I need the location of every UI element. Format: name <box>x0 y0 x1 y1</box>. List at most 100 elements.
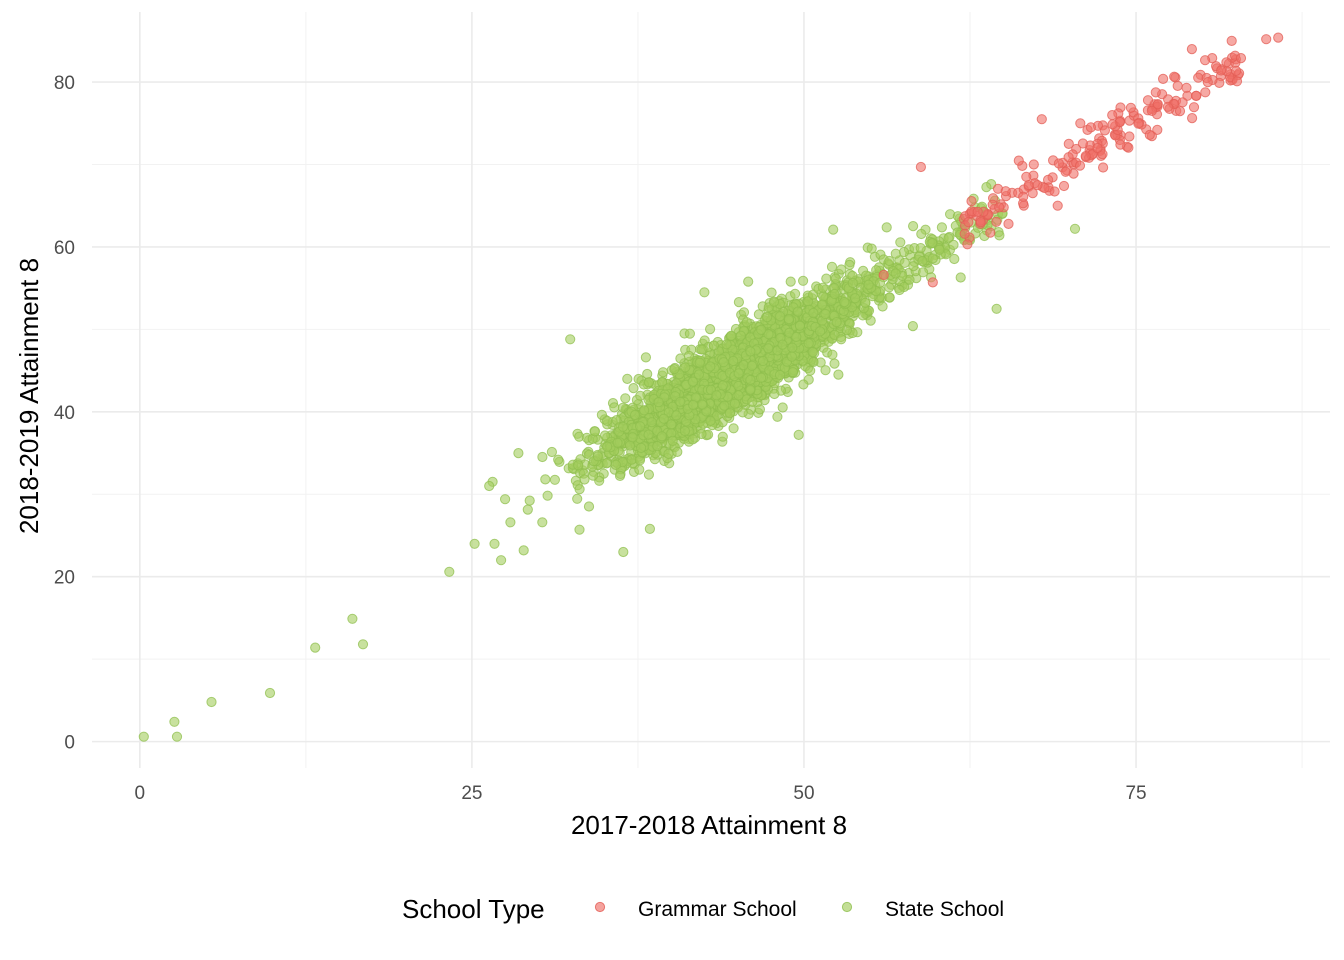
state-school-point <box>894 284 905 296</box>
state-school-point <box>628 383 639 394</box>
state-school-point <box>777 339 788 350</box>
state-school-point <box>830 273 841 284</box>
grammar-school-series <box>878 32 1284 288</box>
grammar-school-point <box>1152 124 1163 135</box>
state-school-point <box>705 361 716 372</box>
state-school-point <box>684 328 696 339</box>
state-school-point <box>756 372 767 383</box>
legend: School Type Grammar School State School <box>402 894 1004 924</box>
state-school-point <box>636 442 647 453</box>
state-school-point <box>917 256 928 267</box>
state-school-point <box>841 325 853 336</box>
state-school-point <box>756 324 767 335</box>
state-school-point <box>831 317 842 328</box>
state-school-point <box>768 296 780 307</box>
state-school-point <box>646 417 657 428</box>
state-school-point <box>675 396 686 407</box>
grammar-school-point <box>1028 159 1039 170</box>
state-school-point <box>496 555 507 566</box>
state-school-point <box>705 324 716 335</box>
state-school-point <box>671 410 682 421</box>
state-school-point <box>588 470 599 481</box>
state-school-point <box>669 364 680 375</box>
state-school-point <box>877 301 888 312</box>
state-school-point <box>634 464 645 475</box>
state-school-point <box>829 358 840 369</box>
state-school-point <box>609 402 620 413</box>
state-school-point <box>908 221 919 232</box>
state-school-point <box>602 441 613 452</box>
state-school-point <box>601 458 612 469</box>
state-school-point <box>820 308 831 320</box>
state-school-point <box>347 613 358 624</box>
state-school-point <box>697 399 708 410</box>
state-school-point <box>763 329 774 340</box>
state-school-point <box>513 448 524 459</box>
grammar-school-point <box>1231 76 1243 87</box>
state-school-point <box>934 244 945 255</box>
state-school-point <box>836 264 847 275</box>
grammar-school-point <box>975 217 986 228</box>
state-school-point <box>817 282 829 293</box>
state-school-point <box>763 343 774 354</box>
state-school-point <box>943 233 954 244</box>
state-school-point <box>839 297 850 308</box>
grammar-school-point <box>1124 131 1135 142</box>
state-school-point <box>745 346 756 357</box>
state-school-point <box>642 368 653 380</box>
state-school-point <box>884 255 895 267</box>
state-school-point <box>644 523 656 535</box>
grammar-school-point <box>1125 102 1137 113</box>
state-school-point <box>787 342 798 353</box>
grammar-school-point <box>1187 113 1198 124</box>
state-school-point <box>620 393 631 404</box>
grammar-school-point <box>1133 118 1144 129</box>
state-school-point <box>537 517 548 528</box>
state-school-point <box>774 369 786 381</box>
state-school-point <box>884 292 895 303</box>
state-school-point <box>863 279 874 290</box>
state-school-point <box>733 297 745 308</box>
state-school-point <box>786 351 798 362</box>
state-school-point <box>206 696 217 708</box>
state-school-point <box>785 276 796 287</box>
state-school-point <box>798 275 809 286</box>
grammar-school-point <box>1202 77 1213 88</box>
grammar-school-point <box>1158 73 1169 85</box>
grammar-school-point <box>1162 101 1174 112</box>
state-school-point <box>766 287 777 298</box>
state-school-point <box>658 413 669 424</box>
y-axis-title: 2018-2019 Attainment 8 <box>14 258 44 534</box>
state-school-point <box>583 501 595 512</box>
grammar-school-point <box>966 196 977 207</box>
state-school-point <box>708 340 720 351</box>
state-school-point <box>610 459 621 470</box>
grammar-school-point <box>1085 122 1097 133</box>
grammar-school-point <box>1186 44 1198 55</box>
state-school-point <box>792 306 804 317</box>
grammar-school-point <box>1169 71 1180 82</box>
state-school-point <box>643 377 655 388</box>
state-school-point <box>643 429 654 440</box>
state-school-point <box>899 257 910 268</box>
state-school-point <box>635 421 646 432</box>
grammar-school-point <box>1146 105 1158 117</box>
state-school-point <box>663 448 674 459</box>
grammar-school-point <box>878 269 889 281</box>
state-school-point <box>565 334 576 345</box>
state-school-point <box>656 431 668 442</box>
state-school-point <box>524 495 535 506</box>
grammar-school-point <box>1058 180 1070 192</box>
state-school-point <box>672 446 683 457</box>
state-school-point <box>850 293 861 304</box>
state-school-point <box>627 432 638 443</box>
grammar-school-point <box>1115 139 1126 150</box>
state-school-point <box>549 474 561 485</box>
state-school-point <box>820 365 831 376</box>
state-school-point <box>847 277 858 289</box>
state-school-point <box>622 373 633 384</box>
grammar-school-point <box>1172 80 1183 92</box>
y-tick-label: 20 <box>54 568 75 589</box>
state-school-point <box>573 460 584 471</box>
